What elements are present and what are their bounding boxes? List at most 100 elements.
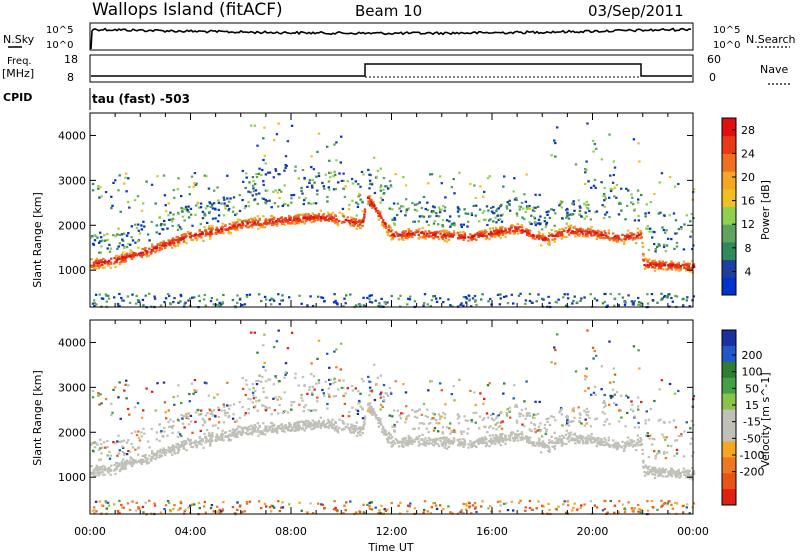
velocity-cell [591,346,595,349]
velocity-cell [674,474,677,477]
velocity-cell [480,436,484,439]
velocity-cell [615,390,619,394]
power-cell [494,227,498,230]
velocity-cell [491,417,494,420]
velocity-cell [513,384,516,387]
velocity-cell [226,404,229,407]
velocity-cell [336,431,340,434]
power-cell [166,227,169,230]
power-cell [437,223,440,226]
power-cell [663,295,666,298]
velocity-cell [516,439,520,442]
velocity-cell [539,428,543,431]
velocity-cell [609,394,612,397]
velocity-cell [236,501,239,504]
power-cell [258,167,261,170]
velocity-cell [430,506,433,509]
power-cell [140,255,143,259]
power-cell [173,297,176,300]
power-cell [641,241,644,244]
power-cell [564,304,568,307]
power-cell [594,186,597,189]
power-cell [329,216,332,219]
power-cell [358,192,361,196]
velocity-cell [406,510,409,513]
velocity-cell [238,401,241,404]
power-cell [683,223,686,226]
velocity-cell [143,456,147,459]
power-cell [460,234,463,237]
velocity-cell [653,476,657,480]
power-cell [298,294,301,297]
velocity-cell [426,408,429,411]
power-cell [528,292,532,296]
power-cell [516,223,519,226]
velocity-cell [637,508,641,511]
power-cell [441,235,445,239]
power-cell [632,301,635,304]
power-cell [528,204,531,208]
power-cell [528,299,532,302]
velocity-cell [532,423,536,426]
velocity-cell [522,437,525,440]
velocity-cell [361,425,365,428]
power-cell [603,186,606,190]
velocity-cell [121,467,124,470]
velocity-cell [355,511,358,514]
velocity-cell [474,421,477,424]
velocity-cell [675,502,679,505]
power-cell [685,299,688,302]
power-cell [588,209,591,213]
power-cell [116,247,119,250]
velocity-cell [572,506,575,510]
velocity-cell [387,436,391,439]
velocity-cell [688,477,691,480]
power-cell [182,239,185,242]
power-cell [612,232,615,235]
power-cell [370,294,373,297]
velocity-cell [285,427,288,430]
power-cell [290,124,294,127]
power-cell [261,168,264,172]
power-cell [567,233,571,236]
power-cell [515,196,518,200]
velocity-cell [547,449,550,452]
velocity-cell [569,438,572,441]
velocity-cell [168,450,171,454]
power-cell [494,216,497,219]
velocity-cell [429,380,432,383]
velocity-cell [91,389,95,393]
velocity-cell [311,393,314,396]
power-cell [191,224,194,227]
power-cell [217,231,221,234]
power-cell [422,235,426,239]
power-cell [587,231,590,234]
velocity-cell [623,447,626,450]
velocity-cell [135,434,139,437]
velocity-cell [671,507,674,510]
velocity-cell [439,439,442,442]
velocity-cell [150,459,153,462]
velocity-cell [341,419,344,423]
power-cell [640,301,643,304]
power-cell [357,221,360,224]
power-cell [310,202,313,205]
velocity-cell [199,429,202,433]
power-cell [324,216,327,219]
velocity-cell [391,425,394,428]
power-cell [233,224,236,227]
power-cell [277,122,280,125]
power-cell [645,203,648,206]
power-cell [312,202,316,205]
power-cell [118,255,121,258]
power-cell [326,145,329,148]
nave-tick-top: 60 [707,53,721,66]
power-cell [297,215,300,218]
power-cell [683,266,686,269]
power-cell [231,224,234,227]
velocity-cell [471,442,475,446]
velocity-cell [662,475,665,478]
power-cell [297,177,300,180]
power-cell [534,237,537,240]
power-cell [642,254,645,257]
